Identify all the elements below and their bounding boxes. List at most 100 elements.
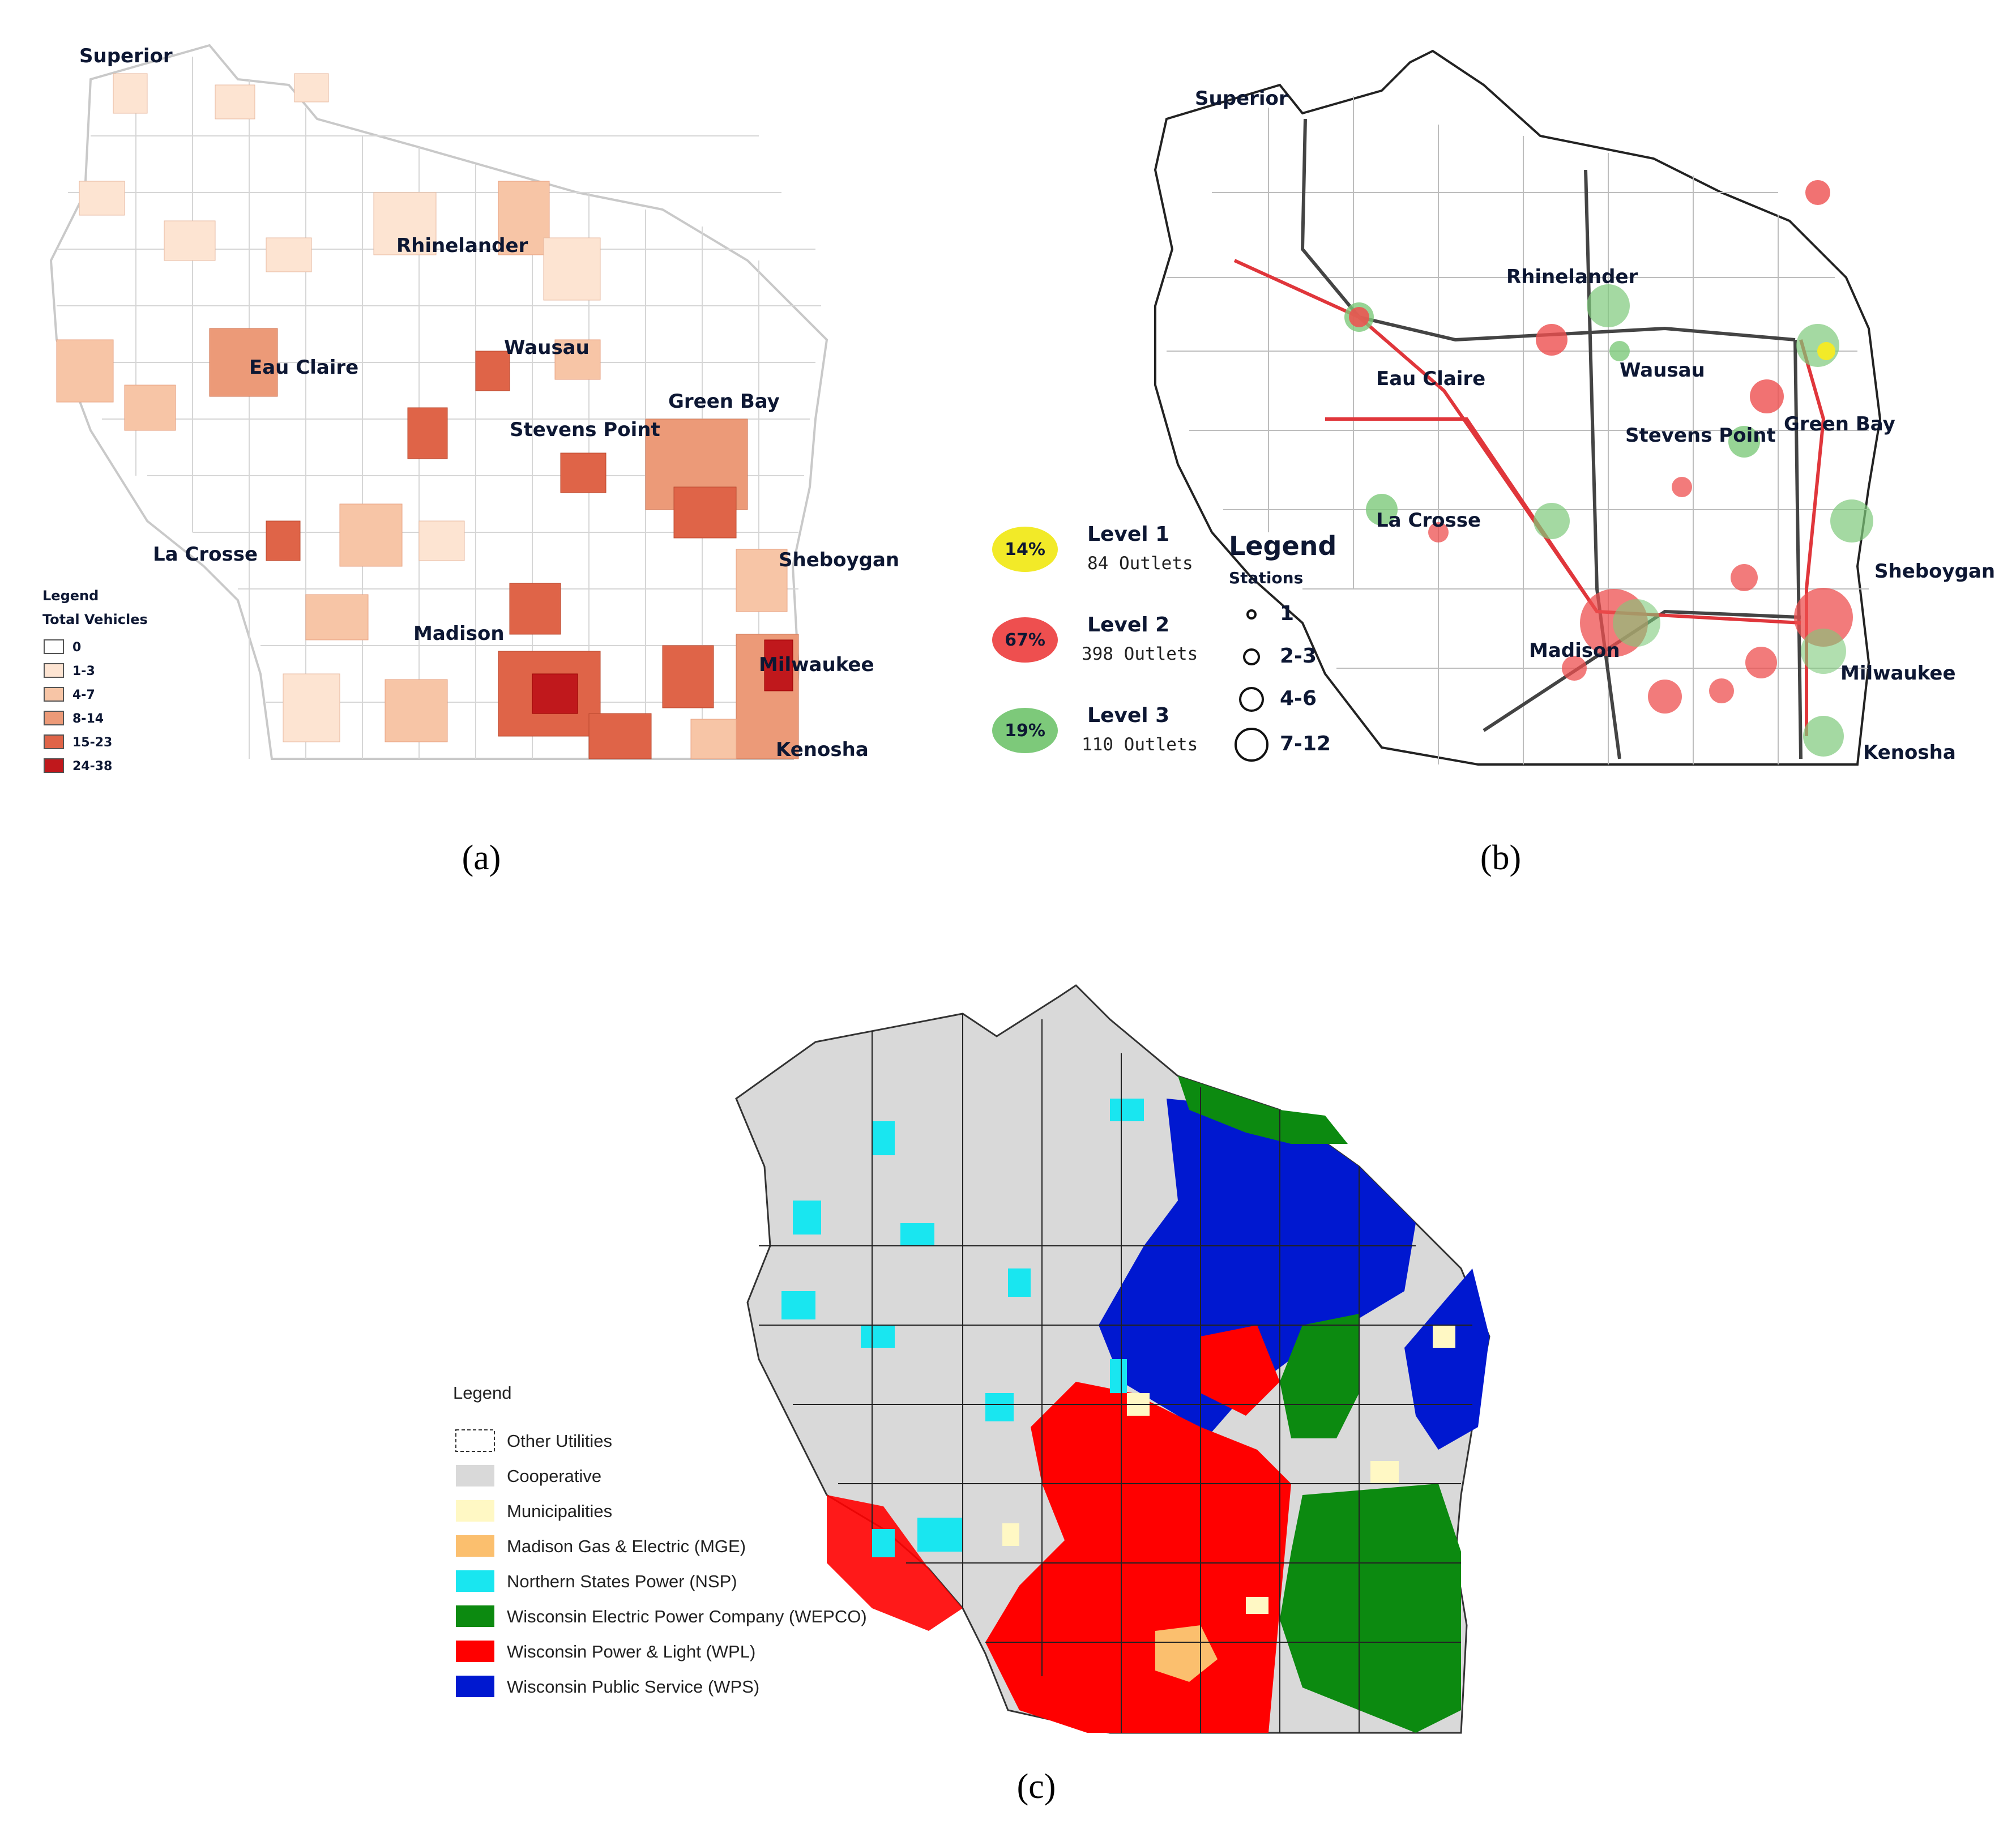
city-label-stevens-point-a: Stevens Point — [510, 418, 660, 441]
vehicle-patches — [56, 73, 799, 759]
panel-b-charging-map: Superior Rhinelander Eau Claire Wausau S… — [992, 49, 1995, 766]
station-size-3-label: 4-6 — [1280, 687, 1317, 710]
region-municipalities — [1002, 1325, 1455, 1614]
legend-a-label-1: 1-3 — [72, 664, 95, 678]
station-size-4-icon — [1235, 728, 1268, 762]
legend-a-swatch-1 — [44, 663, 64, 678]
city-label-green-bay-b: Green Bay — [1784, 413, 1895, 435]
city-label-kenosha-b: Kenosha — [1863, 741, 1956, 764]
city-label-milwaukee-b: Milwaukee — [1840, 662, 1956, 685]
station-size-2-label: 2-3 — [1280, 644, 1317, 668]
charging-levels-legend: 14% Level 1 84 Outlets 67% Level 2 398 O… — [992, 523, 1198, 755]
legend-c-swatch-4 — [456, 1570, 494, 1592]
legend-c: Legend Other Utilities Cooperative Municip… — [453, 1383, 867, 1697]
legend-c-swatch-1 — [456, 1465, 494, 1487]
city-label-superior-a: Superior — [79, 45, 173, 67]
city-label-madison-a: Madison — [413, 622, 505, 645]
city-label-sheboygan-b: Sheboygan — [1874, 560, 1995, 583]
legend-a-label-0: 0 — [72, 640, 81, 655]
city-label-eau-claire-b: Eau Claire — [1376, 368, 1485, 390]
legend-a-label-4: 15-23 — [72, 736, 112, 750]
legend-a-label-5: 24-38 — [72, 759, 112, 774]
city-label-stevens-point-b: Stevens Point — [1625, 424, 1776, 447]
level-3-outlets: 110 Outlets — [1082, 734, 1198, 755]
station-size-2-icon — [1243, 648, 1260, 665]
level-2-name: Level 2 — [1087, 613, 1169, 637]
station-size-1-label: 1 — [1280, 602, 1294, 625]
city-label-la-crosse-a: La Crosse — [153, 543, 258, 566]
legend-title-c: Legend — [453, 1383, 511, 1403]
station-size-4-label: 7-12 — [1280, 732, 1331, 755]
region-wepco-south — [1280, 1484, 1461, 1733]
county-lines-c — [759, 1014, 1472, 1733]
region-wpl-north — [1201, 1325, 1280, 1416]
city-label-kenosha-a: Kenosha — [776, 738, 869, 761]
legend-subtitle-a: Total Vehicles — [42, 612, 148, 627]
legend-a-label-2: 4-7 — [72, 688, 95, 702]
caption-a: (a) — [462, 839, 501, 877]
legend-title-a: Legend — [42, 588, 99, 604]
level-2-swatch — [992, 617, 1058, 663]
legend-c-swatch-6 — [456, 1641, 494, 1662]
station-size-3-icon — [1239, 687, 1264, 712]
legend-c-swatch-7 — [456, 1676, 494, 1697]
caption-c: (c) — [1016, 1767, 1056, 1806]
legend-c-label-5: Wisconsin Electric Power Company (WEPCO) — [507, 1607, 867, 1626]
legend-c-label-2: Municipalities — [507, 1501, 612, 1521]
city-label-eau-claire-a: Eau Claire — [249, 356, 358, 379]
legend-a-swatch-4 — [44, 734, 64, 749]
legend-a: Legend Total Vehicles 0 1-3 4-7 8-14 15-23 24… — [42, 588, 148, 774]
city-label-rhinelander-a: Rhinelander — [396, 234, 528, 257]
legend-a-swatch-5 — [44, 758, 64, 773]
legend-subtitle-b: Stations — [1229, 569, 1303, 587]
legend-c-swatch-0 — [455, 1429, 495, 1452]
legend-c-label-4: Northern States Power (NSP) — [507, 1571, 737, 1591]
legend-c-label-6: Wisconsin Power & Light (WPL) — [507, 1642, 755, 1661]
level-1-percent: 14% — [1005, 540, 1045, 559]
station-size-1-icon — [1246, 609, 1257, 620]
charging-stations-b — [1344, 180, 1873, 757]
legend-a-swatch-2 — [44, 687, 64, 702]
level-3-name: Level 3 — [1087, 704, 1169, 727]
legend-c-swatch-3 — [456, 1535, 494, 1557]
level-1-name: Level 1 — [1087, 523, 1169, 546]
legend-a-swatch-3 — [44, 711, 64, 725]
station-size-legend: Legend Stations 1 2-3 4-6 7-12 — [1229, 531, 1336, 762]
region-wepco-north — [1178, 1076, 1348, 1144]
region-wpl-west — [1144, 1506, 1212, 1586]
level-1-swatch — [992, 527, 1058, 572]
region-mge — [1155, 1625, 1218, 1682]
legend-c-label-7: Wisconsin Public Service (WPS) — [507, 1677, 759, 1697]
city-label-rhinelander-b: Rhinelander — [1506, 266, 1638, 288]
city-label-la-crosse-b: La Crosse — [1376, 509, 1481, 532]
region-wps — [1099, 1099, 1416, 1438]
panel-a-vehicle-map: Superior Rhinelander Wausau Eau Claire S… — [42, 44, 899, 774]
legend-a-label-3: 8-14 — [72, 712, 104, 726]
wisconsin-outline-a — [49, 44, 828, 760]
region-wpl-southwest — [827, 1495, 963, 1631]
region-wpl — [985, 1382, 1291, 1733]
legend-c-swatch-5 — [456, 1605, 494, 1627]
city-label-superior-b: Superior — [1195, 87, 1288, 110]
level-2-outlets: 398 Outlets — [1082, 644, 1198, 664]
legend-title-b: Legend — [1229, 531, 1336, 561]
region-wepco-central — [1280, 1314, 1359, 1438]
panel-c-utility-map: Legend Other Utilities Cooperative Municip… — [453, 984, 1490, 1734]
level-3-percent: 19% — [1005, 721, 1045, 741]
legend-a-swatch-0 — [44, 639, 64, 654]
city-label-green-bay-a: Green Bay — [668, 390, 780, 413]
legend-c-swatch-2 — [456, 1500, 494, 1522]
city-label-wausau-b: Wausau — [1620, 359, 1705, 382]
region-nsp — [781, 1099, 1144, 1557]
legend-c-label-1: Cooperative — [507, 1466, 601, 1486]
city-label-sheboygan-a: Sheboygan — [779, 549, 899, 571]
caption-b: (b) — [1480, 839, 1522, 877]
legend-c-label-3: Madison Gas & Electric (MGE) — [507, 1536, 746, 1556]
level-2-percent: 67% — [1005, 630, 1045, 650]
city-label-wausau-a: Wausau — [504, 336, 590, 359]
legend-c-label-0: Other Utilities — [507, 1431, 612, 1451]
level-3-swatch — [992, 708, 1058, 753]
city-label-milwaukee-a: Milwaukee — [759, 653, 874, 676]
city-label-madison-b: Madison — [1529, 639, 1620, 662]
level-1-outlets: 84 Outlets — [1087, 553, 1193, 574]
